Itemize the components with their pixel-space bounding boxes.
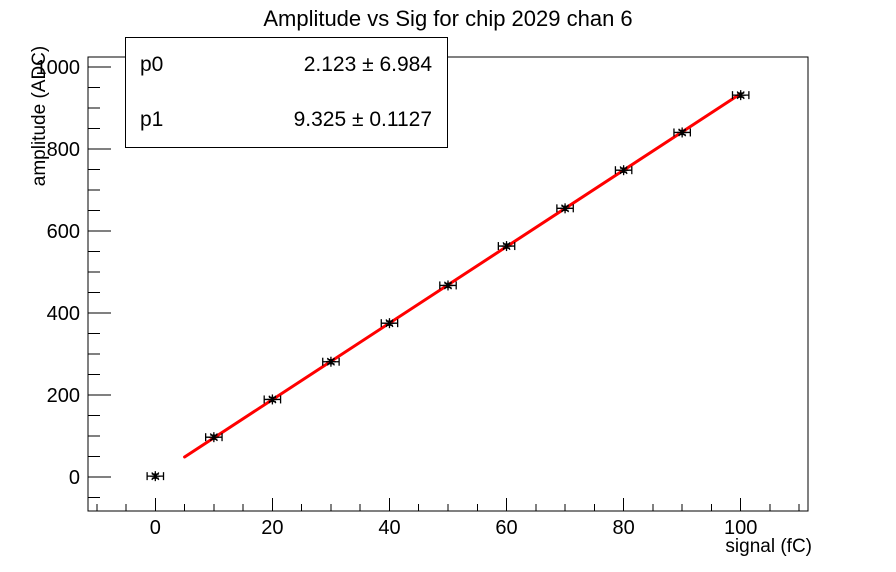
data-point — [205, 432, 223, 443]
x-tick-label: 20 — [261, 517, 283, 539]
asterisk-marker — [268, 395, 277, 404]
x-tick-label: 40 — [378, 517, 400, 539]
data-point — [556, 203, 574, 214]
x-axis-title: signal (fC) — [725, 536, 812, 557]
param-name-p1: p1 — [140, 107, 164, 131]
asterisk-marker — [385, 319, 394, 328]
asterisk-marker — [678, 128, 687, 137]
x-tick-label: 0 — [150, 517, 161, 539]
chart-title: Amplitude vs Sig for chip 2029 chan 6 — [263, 6, 633, 31]
x-tick-label: 60 — [495, 517, 517, 539]
fit-stats-box[interactable]: p0 2.123 ± 6.984 p1 9.325 ± 0.1127 — [125, 37, 448, 148]
y-tick-label: 200 — [47, 385, 80, 407]
data-point — [146, 471, 165, 482]
y-axis-title: amplitude (ADC) — [29, 45, 50, 187]
y-tick-label: 1000 — [36, 57, 81, 79]
y-tick-label: 0 — [69, 467, 80, 489]
data-point — [263, 394, 282, 405]
param-value-p0: 2.123 ± 6.984 — [303, 53, 432, 77]
param-name-p0: p0 — [140, 53, 164, 77]
x-tick-label: 80 — [612, 517, 634, 539]
stat-row-p0: p0 2.123 ± 6.984 — [126, 53, 447, 77]
stat-row-p1: p1 9.325 ± 0.1127 — [126, 108, 447, 132]
asterisk-marker — [561, 204, 570, 213]
asterisk-marker — [502, 242, 511, 251]
data-point — [614, 165, 633, 176]
asterisk-marker — [443, 281, 453, 290]
fit-line — [183, 92, 743, 459]
asterisk-marker — [619, 166, 628, 175]
asterisk-marker — [209, 433, 218, 442]
asterisk-marker — [326, 357, 335, 366]
data-point — [322, 356, 340, 367]
param-value-p1: 9.325 ± 0.1127 — [293, 107, 432, 131]
data-point — [673, 127, 691, 138]
data-point — [497, 241, 516, 252]
data-point — [380, 318, 399, 329]
data-series — [146, 90, 750, 482]
data-point — [731, 90, 750, 101]
y-tick-label: 400 — [47, 303, 80, 325]
y-tick-label: 600 — [47, 221, 80, 243]
axis-ticks — [88, 66, 800, 511]
y-tick-label: 800 — [47, 139, 80, 161]
data-point — [439, 280, 457, 291]
asterisk-marker — [151, 472, 160, 481]
x-tick-label: 100 — [724, 517, 757, 539]
asterisk-marker — [736, 91, 745, 100]
